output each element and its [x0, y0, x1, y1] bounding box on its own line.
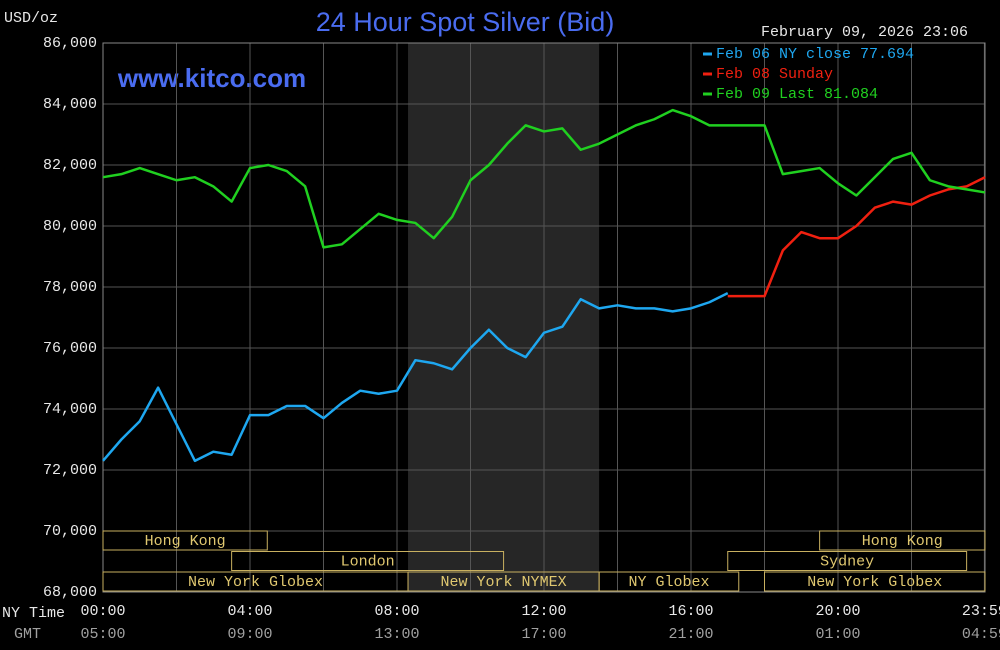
session-box: [598, 571, 740, 592]
series-line: [727, 176, 986, 298]
session-label: NY Globex: [628, 574, 709, 591]
session-box: [231, 551, 505, 571]
session-box: [764, 571, 986, 592]
y-tick-label: 74,000: [43, 401, 97, 418]
y-tick-label: 72,000: [43, 462, 97, 479]
session-label: New York NYMEX: [441, 574, 567, 591]
session-label: London: [341, 553, 395, 570]
session-box: [102, 530, 268, 551]
session-box: [819, 530, 986, 551]
gmt-tick-label: 05:00: [80, 626, 125, 643]
row-label: NY Time: [2, 605, 65, 622]
x-tick-label: 23:59: [962, 603, 1000, 620]
session-label: Hong Kong: [145, 533, 226, 550]
y-tick-label: 84,000: [43, 96, 97, 113]
session-label: New York Globex: [188, 574, 323, 591]
x-tick-label: 00:00: [80, 603, 125, 620]
x-tick-label: 04:00: [227, 603, 272, 620]
x-tick-label: 20:00: [815, 603, 860, 620]
gmt-tick-label: 04:59: [962, 626, 1000, 643]
session-label: Hong Kong: [862, 533, 943, 550]
session-label: Sydney: [820, 553, 874, 570]
y-tick-label: 82,000: [43, 157, 97, 174]
plot-frame: [102, 42, 986, 593]
legend-label: Feb 06 NY close 77.694: [716, 46, 914, 63]
legend-label: Feb 08 Sunday: [716, 66, 833, 83]
x-tick-label: 12:00: [521, 603, 566, 620]
y-tick-label: 80,000: [43, 218, 97, 235]
gmt-tick-label: 09:00: [227, 626, 272, 643]
series-line: [102, 291, 729, 463]
date: February 09, 2026 23:06: [761, 24, 968, 41]
website: www.kitco.com: [117, 63, 306, 93]
shaded-region: [408, 43, 600, 592]
gmt-tick-label: 21:00: [668, 626, 713, 643]
chart-title: 24 Hour Spot Silver (Bid): [316, 7, 615, 37]
legend-label: Feb 09 Last 81.084: [716, 86, 878, 103]
session-box: [727, 551, 968, 571]
y-tick-label: 76,000: [43, 340, 97, 357]
gmt-tick-label: 13:00: [374, 626, 419, 643]
y-tick-label: 70,000: [43, 523, 97, 540]
y-axis-label: USD/oz: [4, 10, 58, 27]
x-tick-label: 16:00: [668, 603, 713, 620]
gmt-tick-label: 17:00: [521, 626, 566, 643]
y-tick-label: 86,000: [43, 35, 97, 52]
series-line: [102, 108, 986, 249]
x-tick-label: 08:00: [374, 603, 419, 620]
y-tick-label: 78,000: [43, 279, 97, 296]
y-tick-label: 68,000: [43, 584, 97, 601]
session-label: New York Globex: [807, 574, 942, 591]
row-label: GMT: [14, 626, 41, 643]
gmt-tick-label: 01:00: [815, 626, 860, 643]
